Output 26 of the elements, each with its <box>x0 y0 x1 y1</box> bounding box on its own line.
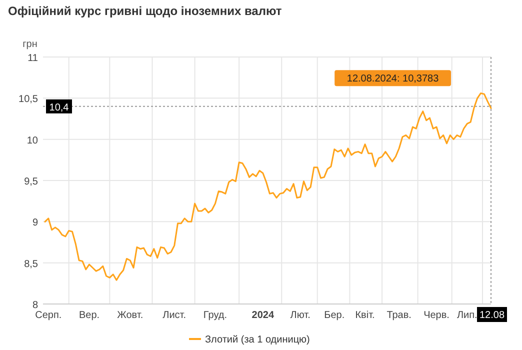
annotation: 12.08.2024: 10,3783 <box>346 74 440 85</box>
x-tick-label: Лип. <box>456 310 478 321</box>
line-series <box>44 92 492 281</box>
x-tick-label: Жовт. <box>117 310 144 321</box>
x-tick-label: Бер. <box>324 310 345 321</box>
x-tick-label: Квіт. <box>355 310 375 321</box>
x-tick-label: Лют. <box>290 310 310 321</box>
y-tick-label: 9 <box>32 218 38 229</box>
x-tick-label: Серп. <box>35 310 62 321</box>
x-tick-label: 12.08 <box>479 310 505 321</box>
y-tick-label: 10 <box>26 135 38 146</box>
ref-line-label: 10,4 <box>49 102 70 114</box>
x-tick-label: Вер. <box>78 310 100 321</box>
legend-label: Злотий (за 1 одиницю) <box>205 334 310 346</box>
y-tick-label: 11 <box>28 53 38 64</box>
x-tick-label: Груд. <box>203 310 228 321</box>
chart-title: Офіційний курс гривні щодо іноземних валют <box>8 4 282 18</box>
x-tick-label: Черв. <box>424 310 450 321</box>
y-tick-label: 8,5 <box>24 258 38 270</box>
x-tick-label: 2024 <box>252 310 274 321</box>
y-tick-label: 10,5 <box>18 94 38 106</box>
y-tick-label: 8 <box>32 300 38 311</box>
x-tick-label: Трав. <box>386 310 412 321</box>
y-tick-label: 9,5 <box>24 176 38 188</box>
y-axis-title: грн <box>22 39 38 50</box>
x-tick-label: Лист. <box>162 310 186 321</box>
